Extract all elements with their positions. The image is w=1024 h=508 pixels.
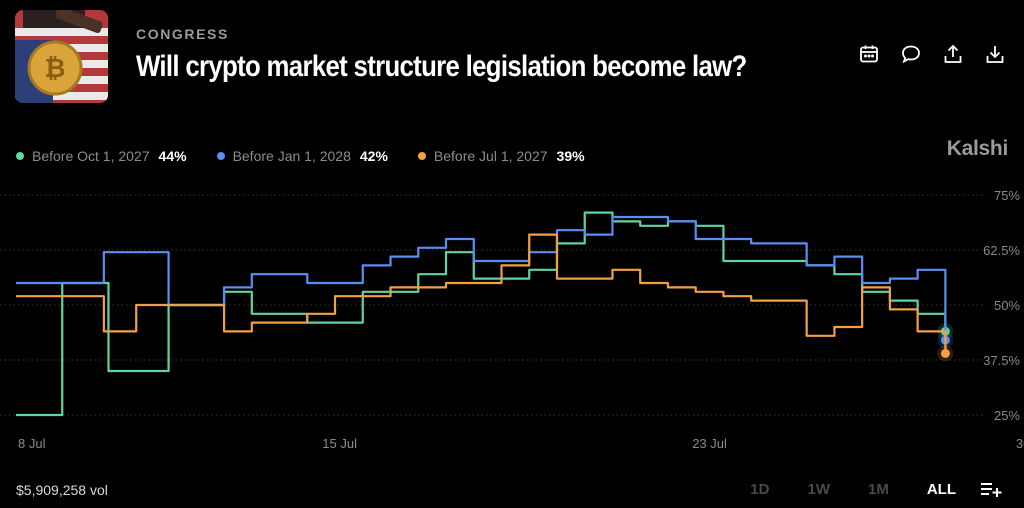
range-1w-button[interactable]: 1W [807, 480, 830, 498]
x-tick-label: 30 Jul [1016, 436, 1024, 451]
download-icon[interactable] [984, 43, 1006, 65]
series-line-3 [16, 233, 947, 354]
comment-icon[interactable] [900, 43, 922, 65]
y-tick-label: 50% [994, 298, 1020, 313]
end-point [940, 348, 950, 358]
range-selector: 1D 1W 1M ALL [712, 480, 1002, 498]
legend-dot [417, 152, 426, 160]
market-thumbnail: ₿ [15, 10, 108, 103]
y-tick-label: 25% [994, 408, 1020, 423]
price-chart[interactable]: 75% 62.5% 50% 37.5% 25% 8 Jul 15 Jul 23 Jul 30 J… [0, 180, 1024, 460]
y-tick-label: 37.5% [983, 353, 1020, 368]
header-actions [858, 43, 1006, 65]
y-tick-label: 62.5% [983, 243, 1020, 258]
legend-dot [216, 152, 225, 160]
y-tick-label: 75% [994, 188, 1020, 203]
volume-label: $5,909,258 vol [16, 482, 108, 498]
legend-label: Before Oct 1, 2027 [32, 148, 150, 164]
add-to-list-icon[interactable] [980, 480, 1002, 498]
range-1m-button[interactable]: 1M [867, 480, 889, 498]
market-category: CONGRESS [136, 26, 229, 42]
range-all-button[interactable]: ALL [926, 480, 956, 498]
legend-label: Before Jul 1, 2027 [433, 148, 548, 164]
x-tick-label: 15 Jul [322, 436, 357, 451]
x-tick-label: 8 Jul [18, 436, 46, 451]
legend-label: Before Jan 1, 2028 [232, 148, 351, 164]
legend-item-oct-2027[interactable]: Before Oct 1, 2027 44% [16, 148, 187, 164]
legend-item-jan-2028[interactable]: Before Jan 1, 2028 42% [216, 148, 388, 164]
range-1d-button[interactable]: 1D [750, 480, 770, 498]
svg-text:₿: ₿ [44, 53, 65, 83]
legend-value: 42% [359, 148, 388, 164]
legend-value: 39% [556, 148, 585, 164]
calendar-icon[interactable] [858, 43, 880, 65]
page-title: Will crypto market structure legislation… [136, 50, 747, 83]
chart-legend: Before Oct 1, 2027 44% Before Jan 1, 202… [16, 148, 615, 164]
share-icon[interactable] [942, 43, 964, 65]
kalshi-logo: Kalshi [946, 137, 1009, 160]
legend-dot [16, 152, 24, 160]
legend-value: 44% [158, 148, 187, 164]
legend-item-jul-2027[interactable]: Before Jul 1, 2027 39% [417, 148, 585, 164]
x-tick-label: 23 Jul [692, 436, 727, 451]
